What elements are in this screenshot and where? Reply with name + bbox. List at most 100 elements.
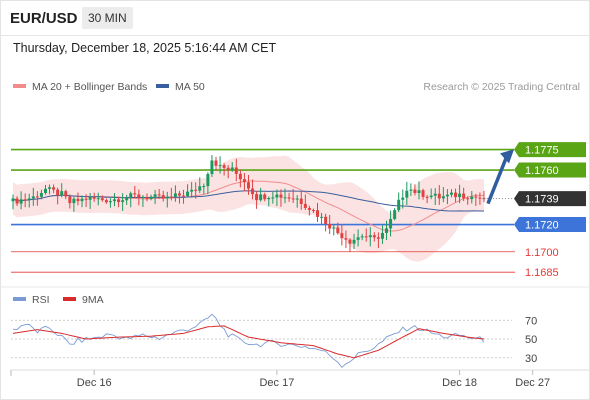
chart-header: EUR/USD 30 MIN — [0, 0, 590, 36]
candle-body — [149, 196, 153, 199]
candle-body — [263, 194, 267, 200]
candle-body — [393, 210, 397, 219]
candle-body — [141, 197, 145, 199]
candle-body — [385, 228, 389, 233]
candle-body — [133, 193, 137, 195]
candle-body — [295, 198, 299, 200]
candle-body — [35, 196, 39, 198]
candle-body — [125, 197, 129, 201]
copyright-text: Research © 2025 Trading Central — [423, 81, 580, 93]
candle-body — [433, 193, 437, 196]
candle-body — [108, 201, 112, 203]
bollinger-band — [13, 155, 484, 262]
candle-body — [291, 198, 295, 200]
candle-body — [194, 189, 198, 191]
rsi-legend-label-1: 9MA — [82, 294, 104, 306]
candle-body — [275, 194, 279, 198]
candle-body — [364, 236, 368, 238]
candle-body — [157, 194, 161, 196]
candle-body — [48, 187, 52, 189]
candle-body — [454, 192, 458, 198]
candle-body — [68, 196, 72, 204]
candle-body — [60, 191, 64, 196]
candle-body — [52, 187, 56, 190]
candle-body — [352, 239, 356, 244]
candle-body — [380, 232, 384, 239]
rsi-legend-label-0: RSI — [32, 294, 50, 306]
rsi-legend-swatch-1 — [63, 297, 76, 301]
candle-body — [462, 193, 466, 199]
candle-body — [368, 235, 372, 238]
candle-body — [437, 193, 441, 199]
level-label-1: 1.1760 — [525, 165, 559, 177]
legend-label-0: MA 20 + Bollinger Bands — [32, 81, 147, 93]
candle-body — [169, 196, 173, 198]
candle-body — [332, 227, 336, 229]
candle-body — [458, 193, 462, 198]
header-divider — [0, 35, 590, 36]
level-tag-0 — [514, 142, 586, 158]
candle-body — [165, 196, 169, 199]
candle-body — [145, 197, 149, 199]
symbol-label[interactable]: EUR/USD — [10, 10, 78, 27]
candle-body — [64, 191, 68, 197]
candle-body — [80, 198, 84, 202]
candle-body — [198, 186, 202, 191]
candle-body — [210, 160, 214, 175]
candle-body — [255, 194, 259, 201]
level-label-4: 1.1685 — [525, 267, 559, 279]
candle-body — [344, 238, 348, 240]
candle-body — [56, 189, 60, 196]
level-tag-2 — [514, 217, 586, 233]
candle-body — [129, 193, 133, 198]
candle-body — [372, 235, 376, 238]
candle-body — [19, 199, 23, 204]
candle-body — [311, 209, 315, 211]
candle-body — [153, 194, 157, 197]
candle-body — [409, 189, 413, 191]
candle-body — [405, 190, 409, 198]
candle-body — [417, 190, 421, 193]
candle-body — [190, 189, 194, 192]
candle-body — [287, 197, 291, 199]
x-tick-label-3: Dec 27 — [515, 377, 550, 389]
candle-body — [31, 196, 35, 199]
candle-body — [43, 188, 47, 193]
candle-body — [441, 196, 445, 199]
rsi-line — [12, 313, 485, 369]
candle-body — [279, 194, 283, 198]
level-tag-1 — [514, 162, 586, 178]
candle-body — [478, 197, 482, 199]
candle-body — [186, 191, 190, 197]
x-tick-label-1: Dec 17 — [259, 377, 294, 389]
candle-body — [182, 195, 186, 197]
candle-body — [161, 195, 165, 199]
candle-body — [348, 239, 352, 244]
candle-body — [226, 167, 230, 170]
rsi-tick-2: 30 — [525, 353, 537, 365]
candle-body — [238, 173, 242, 180]
candle-body — [100, 198, 104, 201]
forecast-arrow-shaft — [486, 157, 508, 205]
candle-body — [474, 196, 478, 198]
legend-swatch-0 — [13, 84, 26, 88]
candle-body — [429, 195, 433, 198]
candle-body — [401, 197, 405, 200]
chart-datetime: Thursday, December 18, 2025 5:16:44 AM C… — [13, 41, 277, 55]
candle-body — [267, 198, 271, 200]
candle-body — [445, 194, 449, 197]
candle-body — [413, 189, 417, 193]
current-price-label: 1.1739 — [525, 194, 559, 206]
timeframe-button[interactable]: 30 MIN — [82, 7, 133, 29]
candle-body — [11, 198, 15, 202]
candle-body — [177, 193, 181, 196]
candle-body — [76, 198, 80, 202]
level-label-3: 1.1700 — [525, 247, 559, 259]
candle-body — [421, 190, 425, 197]
candle-body — [202, 186, 206, 188]
candle-body — [271, 197, 275, 199]
candle-body — [251, 188, 255, 195]
candle-body — [283, 197, 287, 199]
candle-body — [104, 200, 108, 203]
